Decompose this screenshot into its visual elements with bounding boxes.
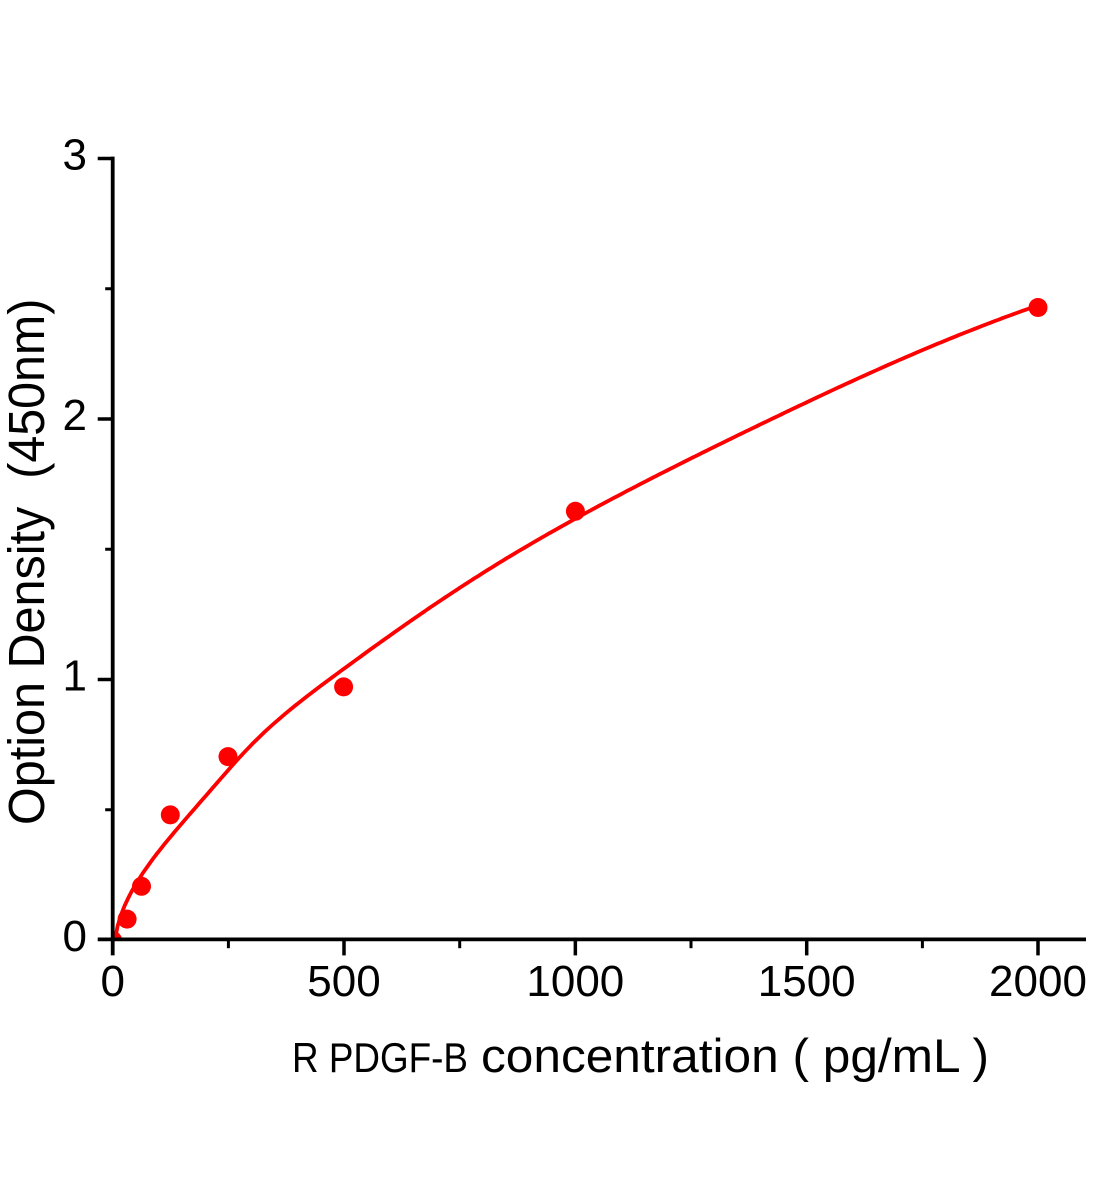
svg-text:1: 1 bbox=[63, 652, 87, 701]
svg-text:2: 2 bbox=[63, 391, 87, 440]
svg-text:2000: 2000 bbox=[989, 957, 1087, 1006]
svg-text:500: 500 bbox=[307, 957, 380, 1006]
svg-text:1000: 1000 bbox=[526, 957, 624, 1006]
svg-text:3: 3 bbox=[63, 131, 87, 180]
svg-text:R PDGF-B: R PDGF-B bbox=[292, 1034, 468, 1081]
svg-text:1500: 1500 bbox=[758, 957, 856, 1006]
svg-text:concentration ( pg/mL ): concentration ( pg/mL ) bbox=[481, 1029, 989, 1082]
svg-text:(450nm): (450nm) bbox=[0, 299, 55, 479]
svg-text:0: 0 bbox=[100, 957, 124, 1006]
svg-text:Option Density: Option Density bbox=[0, 506, 55, 825]
svg-text:0: 0 bbox=[63, 912, 87, 961]
